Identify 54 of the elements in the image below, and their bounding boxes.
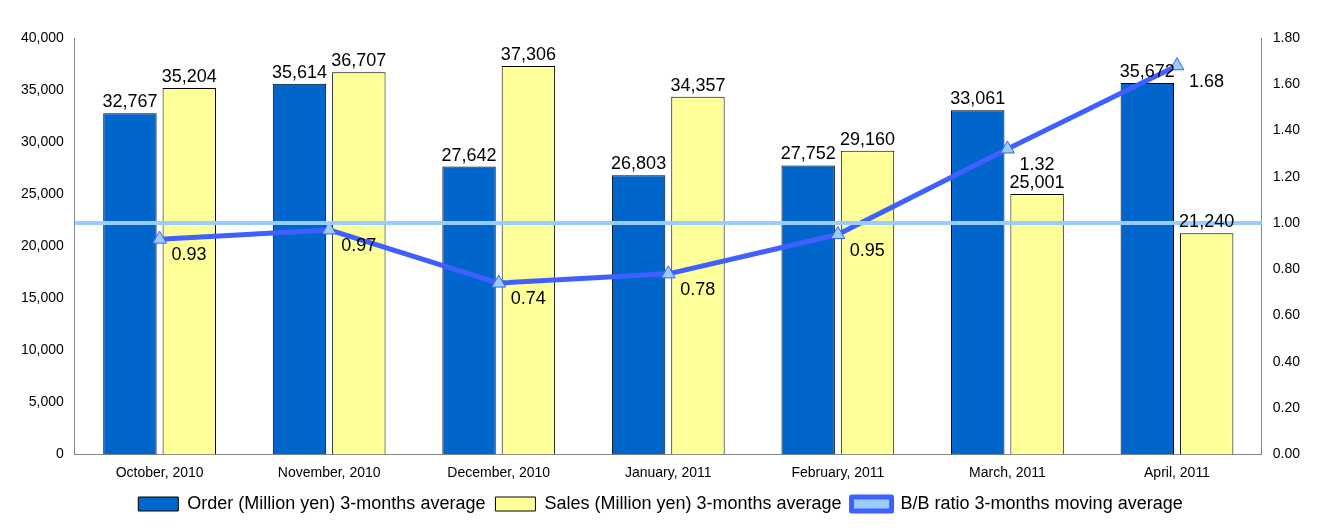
x-tick-label: January, 2011 — [624, 464, 712, 481]
data-label: 33,061 — [950, 88, 1006, 109]
point — [999, 140, 1015, 154]
data-label: 26,803 — [611, 153, 667, 174]
y2-tick-label: 0.60 — [1272, 306, 1301, 323]
x-tick-label: March, 2011 — [969, 464, 1047, 481]
x-tick-label: December, 2010 — [447, 464, 551, 481]
x-tick-label: February, 2011 — [791, 464, 885, 481]
y-tick-label: 40,000 — [20, 28, 65, 45]
data-label: 27,752 — [780, 143, 836, 164]
data-label: 32,767 — [102, 91, 158, 112]
data-label: 0.74 — [510, 288, 546, 309]
data-label: 0.95 — [849, 239, 885, 260]
y-tick-label: 0 — [56, 445, 65, 462]
y-tick-label: 5,000 — [28, 393, 65, 410]
point — [491, 274, 507, 288]
data-label: 34,357 — [670, 74, 726, 95]
x-tick-label: November, 2010 — [277, 464, 381, 481]
data-label: 35,614 — [271, 61, 328, 82]
data-label: 1.68 — [1188, 70, 1225, 91]
y-tick-label: 25,000 — [20, 184, 65, 201]
data-label: 27,642 — [441, 144, 497, 165]
x-tick-label: April, 2011 — [1144, 464, 1211, 481]
y-tick-label: 35,000 — [20, 80, 65, 97]
data-label: 37,306 — [500, 44, 556, 64]
legend-label: B/B ratio 3-months moving average — [900, 492, 1183, 513]
x-tick-label: October, 2010 — [115, 464, 204, 481]
y2-tick-label: 1.00 — [1272, 213, 1301, 230]
data-label: 29,160 — [839, 128, 896, 149]
legend-label: Order (Million yen) 3-months average — [187, 492, 486, 513]
data-label: 21,240 — [1179, 211, 1235, 232]
y2-tick-label: 0.80 — [1272, 260, 1301, 277]
data-label: 0.78 — [680, 278, 716, 299]
y2-tick-label: 1.40 — [1272, 121, 1301, 138]
y2-tick-label: 0.40 — [1272, 352, 1301, 369]
y-tick-label: 15,000 — [20, 288, 65, 305]
data-label: 36,707 — [331, 50, 387, 71]
data-label: 0.93 — [171, 244, 207, 265]
data-label: 35,204 — [161, 65, 217, 86]
point — [830, 226, 846, 240]
y-tick-label: 10,000 — [20, 341, 65, 358]
y-tick-label: 20,000 — [20, 236, 65, 253]
y2-tick-label: 0.00 — [1272, 445, 1301, 462]
y2-tick-label: 0.20 — [1272, 398, 1301, 415]
legend-label: Sales (Million yen) 3-months average — [544, 492, 842, 513]
y2-tick-label: 1.80 — [1272, 28, 1301, 45]
y2-tick-label: 1.60 — [1272, 75, 1301, 92]
y2-tick-label: 1.20 — [1272, 167, 1301, 184]
point — [660, 265, 676, 279]
data-label: 1.32 — [1019, 153, 1055, 174]
data-label: 0.97 — [341, 234, 377, 255]
point — [152, 230, 168, 244]
y-tick-label: 30,000 — [20, 132, 65, 149]
data-label: 25,001 — [1009, 172, 1065, 193]
